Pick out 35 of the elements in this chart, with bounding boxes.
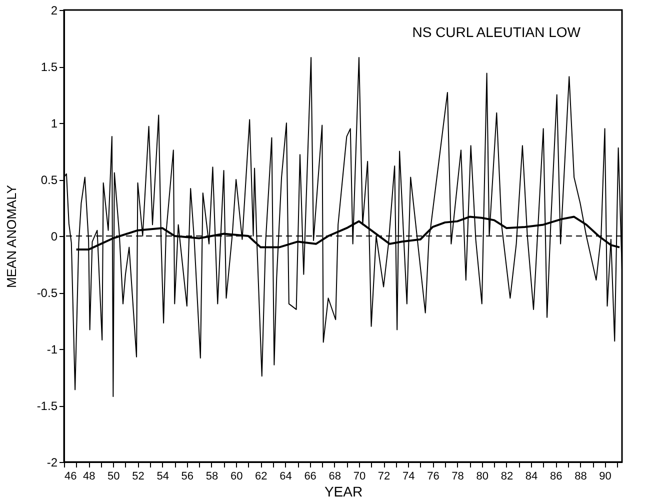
x-tick-label: 68 — [328, 470, 342, 482]
x-tick-label: 74 — [402, 470, 415, 482]
x-tick-label: 76 — [427, 470, 440, 482]
y-tick-label: -1.5 — [36, 399, 58, 413]
x-tick-label: 72 — [378, 470, 390, 482]
y-tick-label: -2 — [46, 456, 58, 470]
x-tick-label: 62 — [255, 470, 268, 482]
y-tick-label: 0.5 — [40, 173, 58, 187]
x-tick-label: 54 — [156, 470, 169, 482]
x-tick-label: 58 — [206, 470, 218, 482]
x-tick-label: 46 — [64, 470, 77, 482]
x-tick-label: 48 — [82, 470, 96, 482]
x-axis-title: YEAR — [324, 484, 363, 500]
x-tick-label: 60 — [230, 470, 243, 482]
x-tick-label: 78 — [452, 470, 464, 482]
x-tick-label: 84 — [525, 470, 538, 482]
y-tick-label: -0.5 — [36, 286, 58, 300]
x-tick-label: 66 — [304, 470, 316, 482]
x-tick-label: 56 — [181, 470, 194, 482]
x-tick-label: 82 — [500, 470, 514, 482]
x-tick-label: 80 — [476, 470, 489, 482]
y-axis-title: MEAN ANOMALY — [4, 184, 19, 288]
x-tick-label: 88 — [574, 470, 587, 482]
y-tick-label: 2 — [50, 4, 58, 18]
y-tick-label: 1 — [50, 116, 58, 130]
y-tick-label: 1.5 — [40, 60, 58, 74]
x-tick-label: 70 — [353, 470, 366, 482]
x-tick-label: 64 — [280, 470, 292, 482]
y-tick-label: -1 — [46, 342, 58, 356]
x-tick-label: 90 — [599, 470, 612, 482]
x-tick-label: 50 — [108, 470, 120, 482]
y-tick-label: 0 — [50, 230, 58, 244]
text: NS CURL ALEUTIAN LOW — [412, 24, 582, 40]
x-tick-label: 52 — [132, 470, 144, 482]
x-tick-label: 86 — [550, 470, 562, 482]
